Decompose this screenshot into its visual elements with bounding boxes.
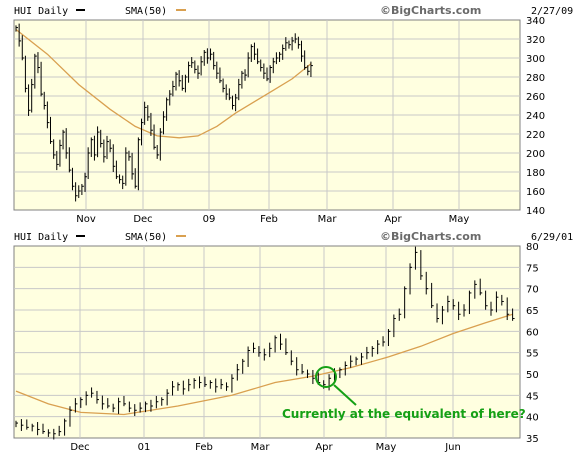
sma-line [15,313,513,416]
annotation-text: Currently at the equivalent of here? [282,407,526,421]
x-tick-label: May [376,442,397,453]
chart1-price-legend-swatch [76,9,85,11]
annotation-circle [315,366,337,388]
y-tick-label: 240 [526,111,545,122]
y-tick-label: 35 [526,434,539,445]
y-tick-label: 320 [526,35,545,46]
chart2-annotation: Currently at the equivalent of here? [282,366,526,421]
x-tick-label: Jun [444,442,461,453]
sma-line [15,28,312,139]
chart1-sma-legend-swatch [176,9,186,11]
y-tick-label: 140 [526,206,545,217]
x-tick-label: Feb [260,214,278,225]
y-tick-label: 220 [526,130,545,141]
x-tick-label: 01 [138,442,151,453]
x-tick-label: 09 [203,214,216,225]
y-tick-label: 65 [526,306,539,317]
x-tick-label: Dec [70,442,89,453]
y-tick-label: 75 [526,263,539,274]
y-tick-label: 40 [526,413,539,424]
chart1-sma-label: SMA(50) [125,6,167,17]
x-tick-label: Dec [133,214,152,225]
chart2-sma-legend-swatch [176,235,186,237]
chart1-header: HUI Daily SMA(50) ©BigCharts.com 2/27/09 [14,4,573,17]
chart1-symbol-label: HUI Daily [14,6,68,17]
x-tick-label: May [449,214,470,225]
chart2-source: ©BigCharts.com [380,230,481,243]
chart2-date: 6/29/01 [531,232,573,243]
chart2-price-legend-swatch [76,235,85,237]
y-tick-label: 280 [526,73,545,84]
chart2-symbol-label: HUI Daily [14,232,68,243]
x-tick-label: Feb [195,442,213,453]
chart2-sma-label: SMA(50) [125,232,167,243]
y-tick-label: 60 [526,327,539,338]
x-tick-label: Apr [384,214,402,225]
y-tick-label: 45 [526,391,539,402]
x-tick-label: Mar [318,214,338,225]
chart2-header: HUI Daily SMA(50) ©BigCharts.com 6/29/01 [14,230,573,243]
chart2-plot: 35 40 45 50 55 60 65 70 75 80 Dec 01 Feb Mar Apr May Jun [13,242,539,453]
y-tick-label: 70 [526,285,539,296]
y-tick-label: 55 [526,349,539,360]
y-tick-label: 340 [526,16,545,27]
y-tick-label: 180 [526,168,545,179]
x-tick-label: Nov [76,214,96,225]
y-tick-label: 50 [526,370,539,381]
y-tick-label: 80 [526,242,539,253]
chart1-plot: 140 160 180 200 220 240 260 280 300 320 340 Nov Dec 0… [13,16,545,225]
annotation-pointer [333,384,357,406]
y-tick-label: 160 [526,187,545,198]
y-tick-label: 260 [526,92,545,103]
plot-area [13,245,521,439]
y-tick-label: 200 [526,149,545,160]
x-tick-label: Mar [251,442,271,453]
chart1-date: 2/27/09 [531,6,573,17]
x-tick-label: Apr [315,442,333,453]
y-tick-label: 300 [526,54,545,65]
chart1-source: ©BigCharts.com [380,4,481,17]
